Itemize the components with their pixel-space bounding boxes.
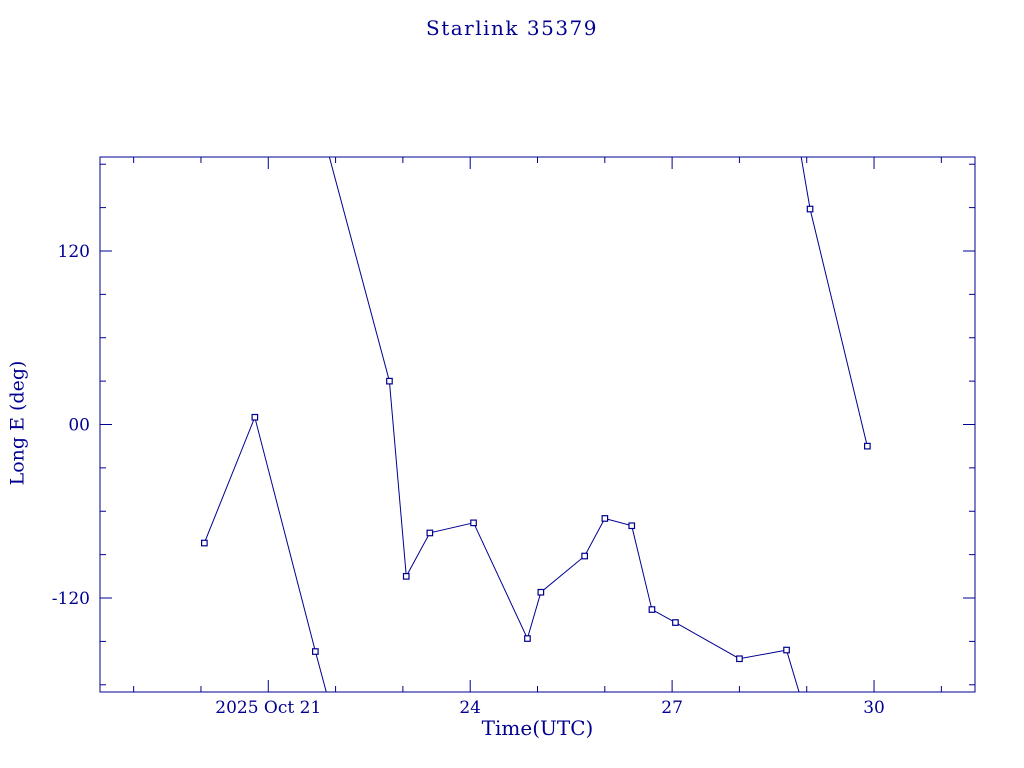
data-point-marker — [251, 413, 259, 421]
data-point-marker — [672, 619, 679, 626]
x-tick-label: 27 — [661, 698, 683, 718]
y-tick-label: 00 — [68, 416, 90, 436]
y-tick-label: -120 — [52, 589, 90, 609]
x-tick-label: 30 — [863, 698, 885, 718]
x-tick-label: 24 — [459, 698, 481, 718]
data-point-marker — [783, 646, 790, 654]
y-tick-label: 120 — [58, 242, 90, 262]
chart-title: Starlink 35379 — [426, 16, 598, 40]
data-point-marker — [386, 377, 393, 385]
series-line-segment — [800, 157, 868, 447]
data-point-marker — [863, 442, 871, 450]
data-point-marker — [470, 519, 477, 527]
series-line-segment — [203, 415, 327, 692]
data-point-marker — [648, 606, 656, 613]
data-point-marker — [524, 635, 531, 642]
data-point-marker — [426, 529, 434, 537]
x-tick-label: 2025 Oct 21 — [215, 698, 321, 718]
data-point-marker — [312, 648, 319, 655]
data-point-marker — [402, 572, 410, 580]
plot-frame — [99, 156, 976, 693]
data-point-marker — [628, 522, 636, 530]
x-axis-label: Time(UTC) — [481, 716, 594, 740]
data-point-marker — [581, 552, 589, 560]
series-line-segment — [328, 157, 800, 692]
data-point-marker — [806, 205, 814, 213]
data-point-marker — [537, 588, 545, 596]
data-point-marker — [201, 539, 208, 547]
data-point-marker — [601, 515, 609, 522]
data-point-marker — [736, 655, 743, 663]
